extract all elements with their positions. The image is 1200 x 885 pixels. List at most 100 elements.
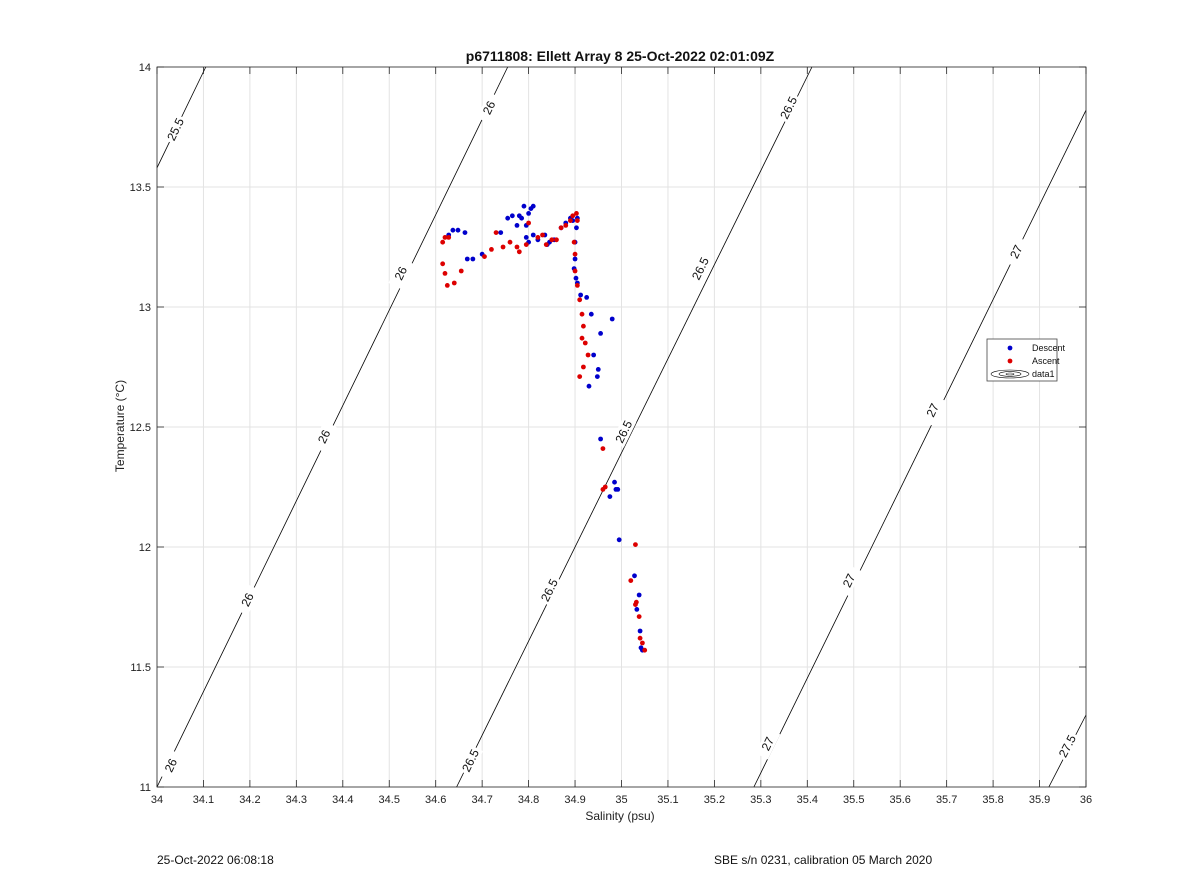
contour-line-26.5 — [456, 66, 813, 788]
y-tick-label: 13.5 — [130, 182, 151, 194]
descent-point — [637, 628, 643, 634]
descent-point — [470, 256, 476, 262]
y-tick-label: 11 — [140, 782, 151, 794]
y-tick-label: 12 — [139, 542, 151, 554]
x-tick-label: 34.3 — [286, 794, 307, 806]
x-tick-label: 35.3 — [750, 794, 771, 806]
ascent-point — [440, 239, 446, 245]
descent-point — [609, 316, 615, 322]
contour-label-bg — [1003, 236, 1029, 268]
ascent-point — [581, 323, 586, 329]
x-tick-label: 35.9 — [1029, 794, 1050, 806]
descent-point — [464, 256, 470, 262]
ascent-point — [493, 230, 499, 236]
ascent-point — [442, 235, 448, 240]
ascent-point — [582, 340, 588, 346]
descent-point — [615, 487, 621, 492]
ascent-point — [446, 235, 452, 240]
ascent-point — [572, 268, 578, 274]
contour-label: 26 — [392, 264, 411, 282]
descent-point — [636, 592, 642, 598]
ascent-point — [500, 244, 506, 250]
contour-label-bg — [920, 394, 946, 426]
descent-point — [455, 227, 461, 233]
ascent-point — [571, 239, 577, 245]
x-tick-label: 35.1 — [657, 794, 678, 806]
descent-point — [462, 230, 468, 236]
contour-label-bg — [755, 728, 781, 760]
descent-point — [574, 225, 579, 231]
contour-label-bg — [458, 744, 484, 777]
descent-point — [598, 331, 603, 336]
x-tick-label: 34.1 — [193, 794, 214, 806]
contour-label-bg — [687, 252, 713, 285]
x-tick-label: 35.7 — [936, 794, 957, 806]
contour-label-bg — [836, 564, 862, 597]
ascent-point — [514, 244, 520, 250]
contour-label-bg — [235, 584, 261, 616]
contour-label-bg — [158, 749, 184, 782]
ascent-point — [633, 542, 638, 547]
contour-label: 27 — [840, 571, 859, 589]
ascent-point — [581, 364, 586, 370]
contour-line-27 — [753, 110, 1087, 788]
contour-label: 27 — [759, 734, 778, 752]
descent-point — [509, 213, 515, 219]
legend-contour-marker — [990, 369, 1030, 379]
ascent-point — [628, 578, 634, 583]
descent-point — [616, 537, 622, 543]
ascent-point — [535, 235, 541, 240]
x-tick-label: 36 — [1080, 794, 1092, 806]
footer-calibration: SBE s/n 0231, calibration 05 March 2020 — [714, 853, 933, 867]
ascent-point — [543, 242, 549, 248]
x-tick-label: 34.2 — [239, 794, 260, 806]
descent-point — [523, 235, 529, 240]
ascent-point — [570, 213, 576, 219]
ascent-point — [574, 218, 580, 224]
ascent-point — [568, 218, 573, 224]
axis-ticks: 34 34.1 34.2 34.3 34.4 34.5 34.6 34.7 34.8 34.9 35… — [130, 62, 1093, 806]
descent-point — [607, 494, 613, 499]
ascent-point — [458, 268, 464, 274]
ascent-point — [633, 599, 639, 605]
x-tick-label: 34.5 — [379, 794, 400, 806]
ascent-point — [549, 237, 555, 243]
y-tick-label: 12.5 — [130, 422, 151, 434]
ascent-point — [574, 211, 579, 216]
ascent-point — [442, 271, 448, 276]
x-tick-label: 35.5 — [843, 794, 864, 806]
ascent-point — [637, 635, 643, 641]
descent-point — [578, 292, 584, 298]
descent-point — [632, 573, 637, 579]
y-tick-label: 13 — [139, 302, 151, 314]
descent-point — [598, 436, 603, 442]
descent-point — [530, 203, 536, 209]
contour-label: 27 — [1007, 242, 1026, 260]
x-axis-label: Salinity (psu) — [585, 809, 654, 823]
y-tick-label: 14 — [139, 62, 151, 74]
ascent-point — [574, 283, 580, 288]
ascent-point — [444, 283, 450, 288]
descent-point — [595, 367, 601, 372]
ascent-point — [451, 280, 457, 286]
descent-point — [498, 230, 504, 236]
contour-label-bg — [611, 416, 637, 448]
ascent-point — [540, 232, 545, 238]
descent-point — [530, 232, 536, 238]
x-tick-label: 34 — [151, 794, 163, 806]
contour-label-bg — [388, 257, 414, 290]
ascent-point — [563, 223, 569, 228]
y-axis-label: Temperature (°C) — [113, 380, 127, 472]
y-tick-label: 11.5 — [130, 662, 151, 674]
contour-label: 26 — [480, 98, 499, 116]
ascent-point — [579, 335, 585, 341]
ascent-point — [482, 254, 487, 259]
contour-label: 27 — [923, 401, 942, 419]
x-tick-label: 35.6 — [889, 794, 910, 806]
contour-label: 26 — [162, 756, 181, 774]
contour-label-bg — [476, 92, 502, 124]
footer-timestamp: 25-Oct-2022 06:08:18 — [157, 853, 274, 867]
descent-point — [586, 383, 592, 389]
ascent-point — [507, 239, 513, 245]
